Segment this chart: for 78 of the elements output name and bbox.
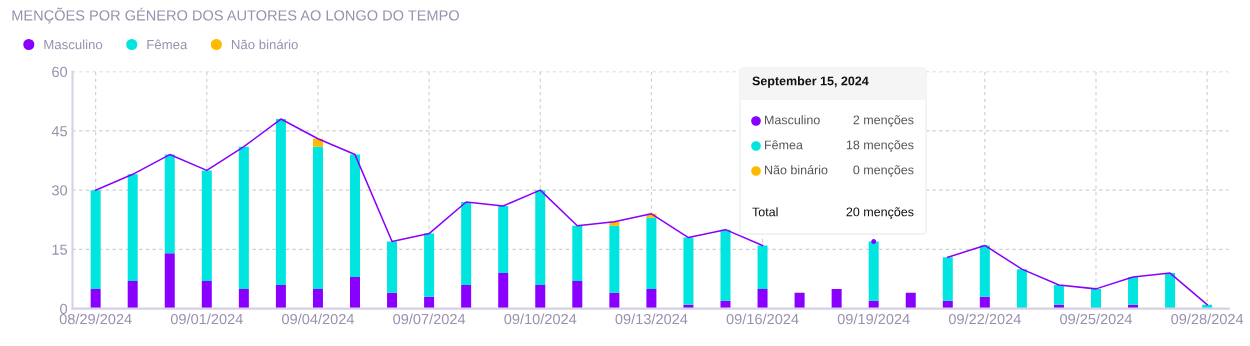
- bar: [757, 245, 768, 289]
- annotation: 2 menções: [853, 115, 914, 127]
- x-tick-label: 09/13/2024: [615, 313, 688, 325]
- bar: [127, 280, 138, 309]
- bar: [1128, 277, 1139, 305]
- annotation: 20 menções: [846, 207, 914, 219]
- text: Masculino: [44, 39, 103, 50]
- bar: [424, 233, 435, 297]
- annotation: 0 menções: [853, 165, 914, 177]
- bar: [312, 288, 323, 309]
- bar: [905, 292, 916, 309]
- bar: [1165, 273, 1176, 309]
- bar: [535, 190, 546, 285]
- x-tick-label: 09/28/2024: [1171, 313, 1244, 325]
- x-tick-label: 09/01/2024: [170, 313, 243, 325]
- bar: [572, 225, 583, 281]
- y-tick-label: 15: [52, 244, 68, 255]
- bar: [757, 288, 768, 309]
- bar: [1053, 284, 1064, 305]
- bar: [275, 119, 286, 285]
- legend-label: Fêmea: [765, 140, 803, 150]
- text: Não binário: [765, 165, 828, 175]
- bar: [498, 205, 509, 274]
- bar: [387, 241, 398, 293]
- bar: [868, 241, 879, 301]
- bar: [90, 190, 101, 289]
- x-tick-label: 09/22/2024: [948, 313, 1021, 325]
- bar: [572, 280, 583, 309]
- bar: [127, 174, 138, 281]
- bar: [535, 284, 546, 309]
- bar: [312, 146, 323, 289]
- bar: [312, 138, 323, 147]
- x-tick-label: 09/07/2024: [393, 313, 466, 325]
- y-tick-label: 45: [51, 126, 68, 137]
- bar: [1016, 269, 1027, 309]
- bar: [498, 273, 509, 309]
- annotation: Total: [752, 207, 778, 217]
- bar: [201, 170, 212, 281]
- y-tick-label: 0: [60, 303, 68, 315]
- bar: [387, 292, 398, 309]
- bar: [1090, 288, 1101, 309]
- bar: [238, 146, 249, 289]
- bar: [831, 288, 842, 309]
- x-tick-label: 09/10/2024: [504, 313, 577, 325]
- bar: [609, 292, 620, 309]
- bar: [275, 284, 286, 309]
- bar: [164, 253, 175, 309]
- bar: [238, 288, 249, 309]
- bar: [609, 225, 620, 293]
- bar: [794, 292, 805, 309]
- text: Fêmea: [147, 39, 188, 50]
- bar: [424, 296, 435, 309]
- bar: [683, 237, 694, 305]
- annotation: 18 menções: [846, 140, 914, 152]
- x-tick-label: 09/04/2024: [282, 313, 355, 325]
- bar: [646, 288, 657, 309]
- bar: [201, 280, 212, 309]
- annotation: September 15, 2024: [752, 76, 869, 88]
- bar: [979, 296, 990, 309]
- x-tick-label: 09/25/2024: [1060, 313, 1133, 325]
- bar: [350, 154, 360, 278]
- bar: [90, 288, 101, 309]
- bar: [646, 217, 657, 289]
- bar: [720, 229, 731, 301]
- y-tick-label: 30: [51, 185, 68, 196]
- bar: [979, 245, 990, 297]
- legend-label: Masculino: [765, 115, 820, 125]
- y-tick-label: 60: [52, 66, 68, 78]
- x-tick-label: 08/29/2024: [59, 313, 132, 325]
- bar: [461, 201, 472, 285]
- bar: [461, 284, 472, 309]
- bar: [164, 154, 175, 254]
- bar: [942, 257, 953, 301]
- legend-label: Não binário: [231, 39, 298, 50]
- bar: [350, 277, 360, 309]
- chart-title: MENÇÕES POR GÉNERO DOS AUTORES AO LONGO DO TEMPO: [12, 7, 459, 24]
- x-tick-label: 09/16/2024: [726, 313, 799, 325]
- x-tick-label: 09/19/2024: [837, 313, 910, 325]
